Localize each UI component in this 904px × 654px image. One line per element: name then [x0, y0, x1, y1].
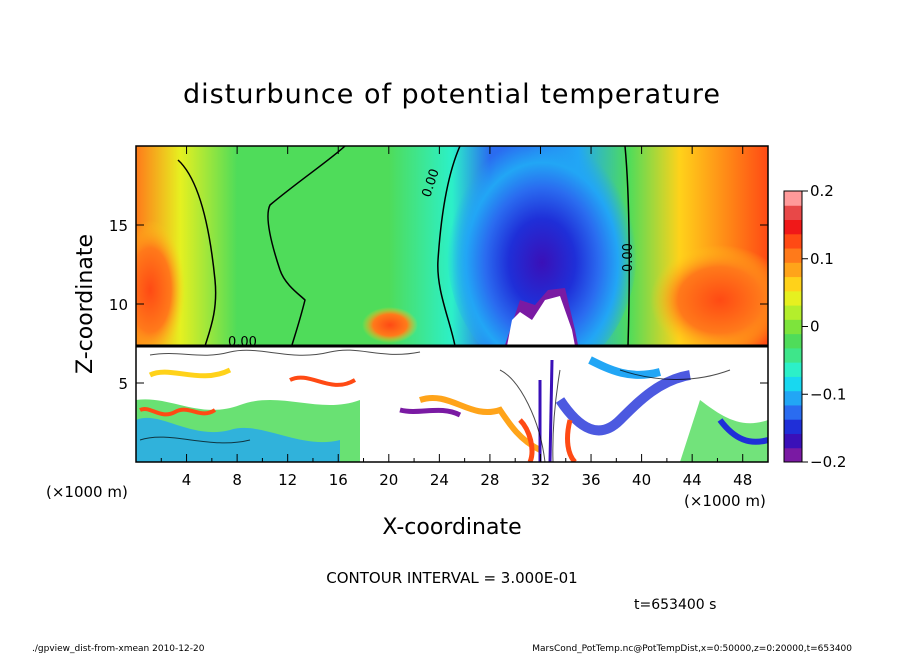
- x-tick-label: 4: [182, 471, 192, 489]
- colorbar-band: [784, 233, 802, 249]
- colorbar-band: [784, 390, 802, 406]
- colorbar-band: [784, 248, 802, 263]
- colorbar: [784, 191, 802, 463]
- colorbar-band: [784, 191, 802, 206]
- x-tick-label: 48: [733, 471, 752, 489]
- colorbar-tick-label: 0.1: [810, 250, 834, 268]
- y-tick-label: 10: [109, 296, 128, 314]
- colorbar-band: [784, 290, 802, 306]
- colorbar-tick-label: 0.2: [810, 182, 834, 200]
- y-tick-label: 5: [118, 375, 128, 393]
- y-tick-label: 15: [109, 217, 128, 235]
- colorbar-ticks: 0.2 0.1 0 −0.1 −0.2: [802, 182, 846, 471]
- colorbar-band: [784, 419, 802, 434]
- footer-left: ./gpview_dist-from-xmean 2010-12-20: [32, 644, 205, 654]
- contour-label-3: 0.00: [621, 243, 636, 272]
- colorbar-band: [784, 347, 802, 363]
- heatmap-field: [136, 146, 768, 462]
- x-tick-label: 36: [581, 471, 600, 489]
- x-unit-left: (×1000 m): [46, 483, 128, 501]
- x-tick-label: 44: [683, 471, 702, 489]
- contour-lines: [177, 146, 630, 347]
- colorbar-band: [784, 319, 802, 335]
- time-text: t=653400 s: [634, 597, 716, 613]
- colorbar-band: [784, 333, 802, 349]
- colorbar-band: [784, 447, 802, 463]
- x-axis: 4 8 12 16 20 24 28 32 36 40 44 48: [160, 146, 752, 489]
- x-tick-label: 12: [278, 471, 297, 489]
- x-tick-label: 40: [632, 471, 651, 489]
- x-unit-right: (×1000 m): [684, 492, 766, 510]
- x-tick-label: 16: [329, 471, 348, 489]
- colorbar-tick-label: 0: [810, 318, 820, 336]
- contour-label-1: 0.00: [228, 335, 257, 350]
- x-tick-label: 24: [430, 471, 449, 489]
- colorbar-band: [784, 205, 802, 221]
- colorbar-band: [784, 433, 802, 449]
- colorbar-tick-label: −0.1: [810, 385, 846, 403]
- x-tick-label: 8: [232, 471, 242, 489]
- x-axis-label: X-coordinate: [382, 515, 521, 540]
- contour-interval-text: CONTOUR INTERVAL = 3.000E-01: [326, 569, 577, 587]
- colorbar-band: [784, 262, 802, 278]
- footer-right: MarsCond_PotTemp.nc@PotTempDist,x=0:5000…: [532, 644, 852, 654]
- x-tick-label: 20: [379, 471, 398, 489]
- colorbar-band: [784, 362, 802, 377]
- colorbar-band: [784, 305, 802, 320]
- colorbar-band: [784, 404, 802, 420]
- colorbar-band: [784, 376, 802, 392]
- y-axis: 5 10 15: [109, 217, 768, 393]
- y-axis-label: Z-coordinate: [73, 234, 98, 374]
- x-tick-label: 32: [531, 471, 550, 489]
- x-tick-label: 28: [480, 471, 499, 489]
- colorbar-band: [784, 276, 802, 292]
- chart-title: disturbunce of potential temperature: [183, 79, 721, 110]
- colorbar-band: [784, 219, 802, 235]
- colorbar-tick-label: −0.2: [810, 453, 846, 471]
